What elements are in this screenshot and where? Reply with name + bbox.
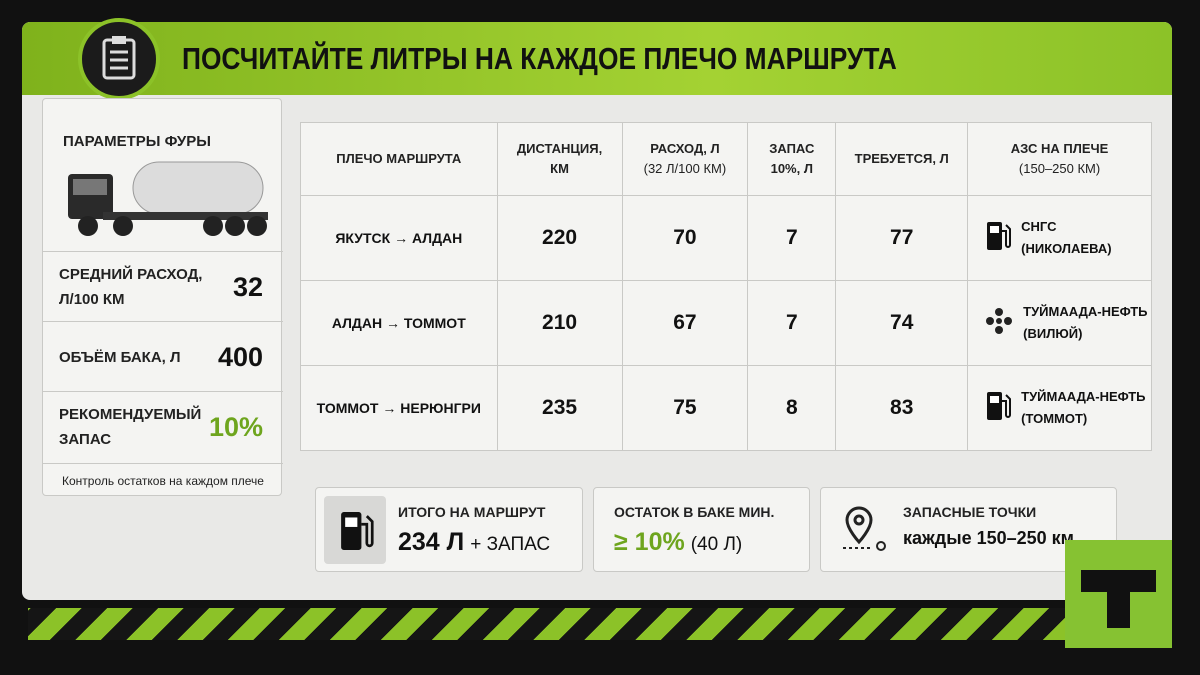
summary-value-line: каждые 150–250 км [903, 528, 1074, 549]
station-cell: СНГС (НИКОЛАЕВА) [967, 195, 1152, 281]
station-text: ТУЙМААДА-НЕФТЬ (ТОММОТ) [1021, 386, 1145, 430]
params-title: ПАРАМЕТРЫ ФУРЫ [63, 133, 211, 150]
number-cell: 235 [496, 365, 623, 451]
params-note: Контроль остатков на каждом плече [43, 463, 283, 497]
param-value: 10% [208, 412, 263, 442]
column-header: ЗАПАС 10%, Л [747, 122, 837, 196]
station: ТУЙМААДА-НЕФТЬ (ВИЛЮЙ) [969, 301, 1150, 345]
number-cell: 83 [835, 365, 969, 451]
header-bar [22, 22, 1172, 95]
station-place: (ТОММОТ) [1021, 411, 1088, 426]
station: ТУЙМААДА-НЕФТЬ (ТОММОТ) [969, 386, 1150, 430]
pump-icon [324, 496, 386, 564]
param-row: РЕКОМЕНДУЕМЫЙ ЗАПАС 10% [43, 391, 283, 461]
station-name: СНГС [1021, 219, 1057, 234]
summary-title: ОСТАТОК В БАКЕ МИН. [614, 504, 775, 520]
truck [68, 161, 268, 236]
number-cell: 74 [835, 280, 969, 366]
column-note: (150–250 КМ) [1018, 161, 1101, 176]
column-title: ТРЕБУЕТСЯ, Л [854, 151, 949, 166]
column-note: (32 Л/100 КМ) [643, 161, 727, 176]
summary-value: 234 Л [398, 528, 465, 556]
number-cell: 220 [496, 195, 623, 281]
station-cell: ТУЙМААДА-НЕФТЬ (ВИЛЮЙ) [967, 280, 1152, 366]
station-text: ТУЙМААДА-НЕФТЬ (ВИЛЮЙ) [1023, 301, 1147, 345]
station: СНГС (НИКОЛАЕВА) [969, 216, 1150, 260]
station-name: ТУЙМААДА-НЕФТЬ [1023, 304, 1148, 319]
column-title: ЗАПАС 10%, Л [769, 141, 815, 176]
number-cell: 8 [747, 365, 837, 451]
summary-value: каждые 150–250 км [903, 528, 1074, 548]
number-cell: 7 [747, 195, 837, 281]
column-header: ДИСТАНЦИЯ, КМ [496, 122, 623, 196]
table-row: ТОММОТ → НЕРЮНГРИ 235 75 8 83 ТУЙМААДА-НЕФТЬ (… [300, 365, 1152, 451]
number-cell: 75 [621, 365, 749, 451]
summary-extra: (40 Л) [690, 534, 743, 555]
column-header: РАСХОД, Л (32 Л/100 КМ) [621, 122, 749, 196]
route-cell: ЯКУТСК → АЛДАН [300, 195, 498, 281]
map-pin-icon [835, 502, 891, 563]
param-value: 32 [232, 272, 263, 302]
route-cell: ТОММОТ → НЕРЮНГРИ [300, 365, 498, 451]
station-icon [985, 219, 1012, 258]
column-header: ТРЕБУЕТСЯ, Л [835, 122, 969, 196]
number-cell: 77 [835, 195, 969, 281]
table-row: АЛДАН → ТОММОТ 210 67 7 74 ТУЙМААДА-НЕФТЬ (ВИЛ… [300, 280, 1152, 366]
column-header: ПЛЕЧО МАРШРУТА [300, 122, 498, 196]
station-place: (ВИЛЮЙ) [1023, 326, 1083, 341]
number-cell: 70 [621, 195, 749, 281]
summary-card: ОСТАТОК В БАКЕ МИН. ≥ 10% (40 Л) [593, 487, 810, 572]
params-card: ПАРАМЕТРЫ ФУРЫ СРЕДНИЙ РАСХОД, Л/100 КМ 3… [42, 98, 283, 497]
summary-title: ЗАПАСНЫЕ ТОЧКИ [903, 504, 1037, 520]
station-cell: ТУЙМААДА-НЕФТЬ (ТОММОТ) [967, 365, 1152, 451]
column-title: ДИСТАНЦИЯ, КМ [516, 141, 603, 176]
param-label: РЕКОМЕНДУЕМЫЙ ЗАПАС [59, 406, 202, 448]
clipboard-icon [78, 18, 160, 100]
column-title: АЗС НА ПЛЕЧЕ [1010, 141, 1109, 156]
column-header: АЗС НА ПЛЕЧЕ (150–250 КМ) [967, 122, 1152, 196]
column-title: РАСХОД, Л [650, 141, 720, 156]
param-label: ОБЪЁМ БАКА, Л [59, 348, 181, 366]
logo [1065, 540, 1172, 648]
station-name: ТУЙМААДА-НЕФТЬ [1021, 389, 1146, 404]
station-text: СНГС (НИКОЛАЕВА) [1021, 216, 1111, 260]
summary-value-line: ≥ 10% (40 Л) [614, 528, 742, 557]
param-row: ОБЪЁМ БАКА, Л 400 [43, 321, 283, 391]
table-row: ЯКУТСК → АЛДАН 220 70 7 77 СНГС (НИКОЛАЕВА) [300, 195, 1152, 281]
param-row: СРЕДНИЙ РАСХОД, Л/100 КМ 32 [43, 251, 283, 321]
station-icon [985, 389, 1012, 428]
route-table: ПЛЕЧО МАРШРУТА ДИСТАНЦИЯ, КМ РАСХОД, Л (32 … [300, 122, 1152, 451]
summary-card: ИТОГО НА МАРШРУТ 234 Л + ЗАПАС [315, 487, 583, 572]
summary-value-line: 234 Л + ЗАПАС [398, 528, 550, 557]
title: ПОСЧИТАЙТЕ ЛИТРЫ НА КАЖДОЕ ПЛЕЧО МАРШРУТ… [182, 41, 897, 76]
route-cell: АЛДАН → ТОММОТ [300, 280, 498, 366]
param-label: СРЕДНИЙ РАСХОД, Л/100 КМ [59, 266, 203, 308]
number-cell: 210 [496, 280, 623, 366]
number-cell: 67 [621, 280, 749, 366]
summary-value: ≥ 10% [614, 528, 685, 556]
summary-extra: + ЗАПАС [470, 534, 551, 555]
station-icon [985, 307, 1013, 340]
number-cell: 7 [747, 280, 837, 366]
summary-title: ИТОГО НА МАРШРУТ [398, 504, 546, 520]
column-title: ПЛЕЧО МАРШРУТА [336, 151, 462, 166]
param-value: 400 [217, 342, 263, 372]
hazard-stripes [28, 608, 1068, 640]
station-place: (НИКОЛАЕВА) [1021, 241, 1112, 256]
